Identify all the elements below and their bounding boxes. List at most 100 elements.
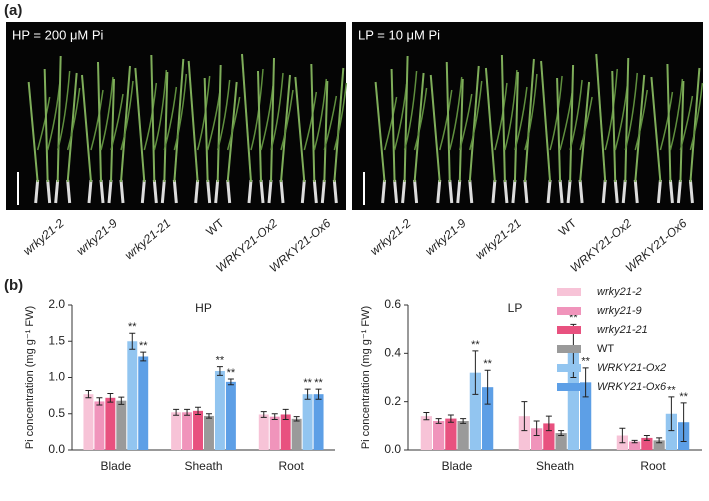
error-bar bbox=[107, 392, 114, 403]
significance: ** bbox=[216, 355, 225, 367]
leaf bbox=[689, 82, 704, 151]
shoot bbox=[523, 58, 535, 183]
leaf bbox=[383, 96, 398, 151]
shoot bbox=[624, 57, 630, 183]
genotype-label: wrky21-21 bbox=[472, 216, 523, 262]
panel-label: (b) bbox=[4, 277, 23, 294]
y-tick-label: 0.2 bbox=[384, 394, 401, 408]
significance: ** bbox=[303, 377, 312, 389]
error-bar bbox=[423, 412, 430, 421]
y-tick-label: 2.0 bbox=[48, 297, 65, 311]
genotype-label: wrky21-2 bbox=[20, 216, 67, 258]
root bbox=[46, 179, 52, 204]
shoot bbox=[120, 65, 131, 183]
leaf bbox=[270, 72, 284, 151]
root bbox=[172, 179, 178, 204]
shoot bbox=[110, 78, 115, 183]
error-bar bbox=[460, 418, 467, 424]
shoot bbox=[484, 67, 496, 183]
error-bar bbox=[140, 351, 147, 362]
legend-swatch bbox=[557, 307, 581, 315]
root bbox=[393, 179, 399, 204]
shoot bbox=[241, 53, 252, 183]
legend-swatch bbox=[557, 345, 581, 353]
legend-label: wrky21-2 bbox=[597, 286, 642, 298]
error-bar bbox=[184, 408, 191, 416]
bar bbox=[302, 394, 313, 450]
error-bar bbox=[118, 396, 125, 405]
legend-label: wrky21-9 bbox=[597, 305, 642, 317]
significance: ** bbox=[227, 367, 236, 379]
bar bbox=[171, 412, 182, 450]
leaf bbox=[143, 82, 158, 151]
y-tick-label: 0.0 bbox=[384, 442, 401, 456]
y-axis-label: Pi concentration (mg g⁻¹ FW) bbox=[360, 306, 372, 449]
bar bbox=[214, 370, 225, 450]
shoot bbox=[445, 61, 451, 183]
shoot bbox=[150, 54, 156, 183]
leaf bbox=[153, 69, 168, 151]
error-bar bbox=[293, 416, 300, 422]
leaf bbox=[323, 95, 338, 151]
bar bbox=[204, 415, 214, 450]
root bbox=[468, 179, 474, 204]
leaf bbox=[66, 87, 81, 151]
shoot bbox=[374, 81, 386, 183]
genotype-label: WT bbox=[556, 216, 580, 239]
root bbox=[312, 179, 318, 204]
error-bar bbox=[205, 413, 212, 419]
leaf bbox=[100, 76, 114, 151]
root bbox=[194, 179, 200, 204]
legend-swatch bbox=[557, 364, 581, 372]
y-axis-label: Pi concentration (mg g⁻¹ FW) bbox=[24, 306, 36, 449]
x-tick-label: Blade bbox=[442, 459, 473, 473]
root bbox=[448, 179, 454, 204]
root bbox=[206, 179, 212, 204]
leaf bbox=[504, 69, 518, 151]
error-bar bbox=[558, 430, 565, 436]
legend-swatch bbox=[557, 288, 581, 296]
leaf bbox=[196, 75, 211, 151]
shoot bbox=[611, 70, 617, 183]
shoot bbox=[556, 77, 562, 183]
error-bar bbox=[643, 435, 650, 441]
shoot bbox=[270, 57, 275, 183]
root bbox=[140, 179, 146, 204]
shoot bbox=[173, 58, 185, 183]
leaf bbox=[333, 82, 348, 151]
shoot bbox=[187, 60, 199, 183]
panel-label: (a) bbox=[4, 2, 22, 19]
bar bbox=[433, 421, 445, 450]
x-tick-label: Root bbox=[640, 459, 666, 473]
root bbox=[668, 179, 674, 204]
root bbox=[87, 179, 93, 204]
shoot bbox=[390, 68, 396, 183]
leaf bbox=[439, 89, 453, 151]
root bbox=[546, 179, 552, 204]
leaf bbox=[679, 95, 694, 151]
root bbox=[523, 179, 529, 204]
root bbox=[226, 179, 232, 204]
bar bbox=[469, 372, 481, 450]
shoot bbox=[257, 70, 262, 183]
leaf bbox=[604, 68, 618, 151]
root bbox=[107, 179, 113, 204]
bar bbox=[116, 400, 127, 450]
bar bbox=[641, 437, 653, 450]
x-tick-label: Root bbox=[278, 459, 304, 473]
error-bar bbox=[216, 366, 223, 376]
leaf bbox=[514, 86, 528, 151]
bar bbox=[482, 387, 494, 450]
leaf bbox=[669, 78, 684, 151]
error-bar bbox=[271, 413, 278, 421]
error-bar bbox=[656, 437, 663, 444]
root bbox=[676, 179, 682, 204]
legend-label: wrky21-21 bbox=[597, 324, 648, 336]
root bbox=[54, 179, 60, 204]
leaf bbox=[634, 89, 648, 151]
root bbox=[578, 179, 584, 204]
error-bar bbox=[668, 396, 675, 432]
leaf bbox=[216, 79, 231, 151]
leaf bbox=[403, 70, 418, 151]
leaf bbox=[624, 72, 638, 151]
